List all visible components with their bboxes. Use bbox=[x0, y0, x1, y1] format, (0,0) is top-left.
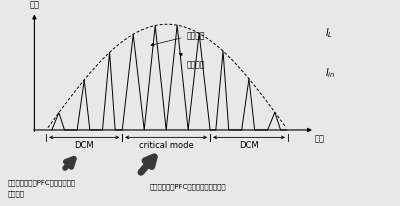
Text: 电流: 电流 bbox=[30, 0, 40, 9]
Text: 非连续导电模式PFC用于限制最大: 非连续导电模式PFC用于限制最大 bbox=[7, 179, 76, 185]
Text: DCM: DCM bbox=[239, 140, 259, 149]
Text: 临界导电模式PFC用于降低最大电流应: 临界导电模式PFC用于降低最大电流应 bbox=[149, 183, 226, 190]
Text: critical mode: critical mode bbox=[139, 140, 194, 149]
Text: $I_L$: $I_L$ bbox=[325, 26, 333, 39]
Text: 电感电流: 电感电流 bbox=[151, 31, 205, 47]
Text: DCM: DCM bbox=[74, 140, 94, 149]
Text: 开关频率: 开关频率 bbox=[7, 189, 24, 196]
Text: 输入电流: 输入电流 bbox=[179, 54, 205, 69]
Text: 时间: 时间 bbox=[315, 133, 325, 142]
Text: $I_{in}$: $I_{in}$ bbox=[325, 66, 336, 79]
